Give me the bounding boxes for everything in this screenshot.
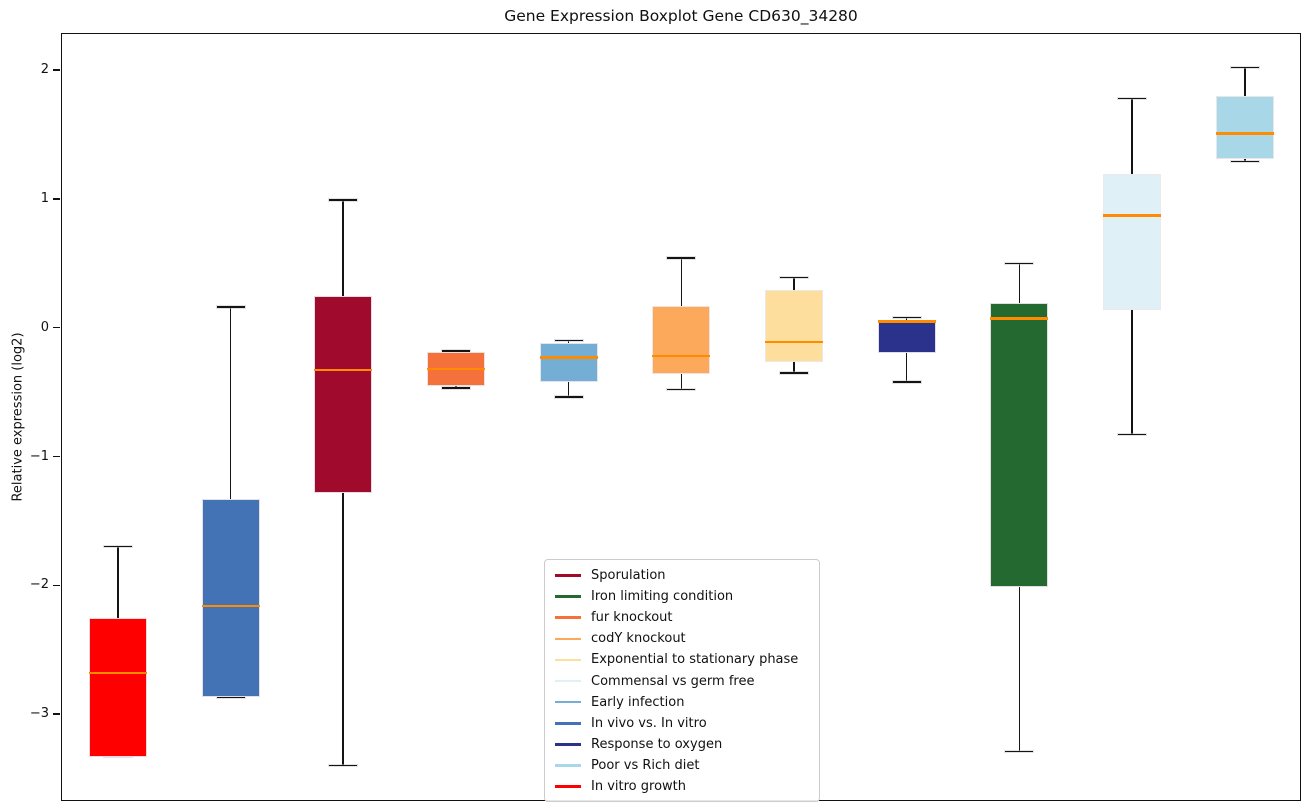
median-line <box>652 354 711 358</box>
whisker-cap-bottom <box>216 696 245 699</box>
whisker-cap-bottom <box>1230 160 1259 163</box>
whisker-cap-top <box>1118 97 1147 100</box>
y-tick-mark <box>53 584 61 587</box>
boxplot-box-3 <box>314 295 373 493</box>
legend: Sporulation Iron limiting condition fur kn… <box>544 559 820 803</box>
legend-item: Response to oxygen <box>555 734 809 755</box>
boxplot-box-8 <box>877 319 936 354</box>
legend-label: In vivo vs. In vitro <box>591 715 707 731</box>
median-line <box>1103 214 1162 217</box>
plot-area: 2 1 0 −1 −2 −3 <box>30 33 1301 801</box>
whisker-cap-top <box>103 545 132 548</box>
whisker-cap-bottom <box>554 396 583 399</box>
median-line <box>1215 131 1274 135</box>
chart-title: Gene Expression Boxplot Gene CD630_34280 <box>504 7 858 25</box>
whisker-cap-top <box>1230 66 1259 69</box>
y-tick-label: 2 <box>40 62 49 78</box>
y-tick-mark <box>53 455 61 458</box>
y-tick-mark <box>53 713 61 715</box>
y-tick-label: −2 <box>29 577 49 593</box>
median-line <box>877 319 936 323</box>
whisker-cap-top <box>780 276 808 279</box>
legend-label: Iron limiting condition <box>591 589 734 605</box>
y-tick-mark <box>53 69 61 71</box>
median-line <box>990 317 1049 320</box>
legend-color-swatch <box>555 721 581 725</box>
median-line <box>201 604 260 608</box>
y-tick-label: −3 <box>29 706 49 722</box>
median-line <box>314 368 373 372</box>
boxplot-box-5 <box>539 343 598 382</box>
legend-item: In vivo vs. In vitro <box>555 713 809 734</box>
boxplot-box-11 <box>1215 95 1274 159</box>
whisker-cap-bottom <box>1005 750 1034 753</box>
legend-color-swatch <box>555 764 581 767</box>
y-tick-label: 1 <box>40 190 49 206</box>
y-tick-label: −1 <box>29 448 49 464</box>
whisker-cap-bottom <box>329 764 358 767</box>
legend-color-swatch <box>555 700 581 704</box>
whisker-cap-bottom <box>103 755 132 758</box>
median-line <box>765 340 823 344</box>
whisker-cap-bottom <box>892 380 921 383</box>
whisker-cap-bottom <box>780 371 808 374</box>
legend-item: Early infection <box>555 692 809 713</box>
y-tick-mark <box>53 326 61 329</box>
legend-item: Commensal vs germ free <box>555 670 809 691</box>
legend-color-swatch <box>555 637 581 641</box>
whisker-cap-top <box>667 257 696 259</box>
boxplot-box-2 <box>201 499 260 698</box>
legend-color-swatch <box>555 785 581 788</box>
whisker-cap-top <box>892 316 921 319</box>
boxplot-box-6 <box>652 305 711 375</box>
legend-color-swatch <box>555 743 581 746</box>
whisker-cap-top <box>216 306 245 308</box>
y-tick-mark <box>53 198 61 200</box>
legend-color-swatch <box>555 616 581 620</box>
boxplot-box-7 <box>765 290 823 363</box>
y-axis-label: Relative expression (log2) <box>10 332 26 502</box>
legend-color-swatch <box>555 574 581 577</box>
legend-color-swatch <box>555 595 581 598</box>
legend-label: Sporulation <box>591 568 666 584</box>
boxplot-box-9 <box>990 303 1049 587</box>
legend-item: Poor vs Rich diet <box>555 755 809 776</box>
legend-item: Sporulation <box>555 565 809 586</box>
boxplot-box-1 <box>88 617 147 757</box>
legend-item: Exponential to stationary phase <box>555 649 809 670</box>
legend-label: Commensal vs germ free <box>591 673 755 689</box>
legend-label: In vitro growth <box>591 778 686 794</box>
median-line <box>426 367 485 371</box>
legend-color-swatch <box>555 679 581 683</box>
legend-label: codY knockout <box>591 631 686 647</box>
legend-item: In vitro growth <box>555 776 809 797</box>
legend-label: Early infection <box>591 694 685 710</box>
median-line <box>88 671 147 675</box>
legend-item: fur knockout <box>555 607 809 628</box>
whisker-cap-bottom <box>1118 433 1147 436</box>
boxplot-box-10 <box>1103 174 1162 310</box>
legend-label: fur knockout <box>591 610 673 626</box>
legend-label: Exponential to stationary phase <box>591 652 799 668</box>
whisker-cap-top <box>1005 262 1034 265</box>
whisker-cap-bottom <box>667 388 696 391</box>
whisker-cap-bottom <box>441 387 470 390</box>
median-line <box>539 356 598 359</box>
legend-label: Poor vs Rich diet <box>591 757 700 773</box>
y-tick-label: 0 <box>40 319 49 335</box>
legend-item: codY knockout <box>555 628 809 649</box>
whisker-cap-top <box>441 350 470 352</box>
whisker-cap-top <box>554 339 583 342</box>
whisker-cap-top <box>329 199 358 201</box>
legend-item: Iron limiting condition <box>555 586 809 607</box>
legend-label: Response to oxygen <box>591 736 723 752</box>
legend-color-swatch <box>555 658 581 662</box>
